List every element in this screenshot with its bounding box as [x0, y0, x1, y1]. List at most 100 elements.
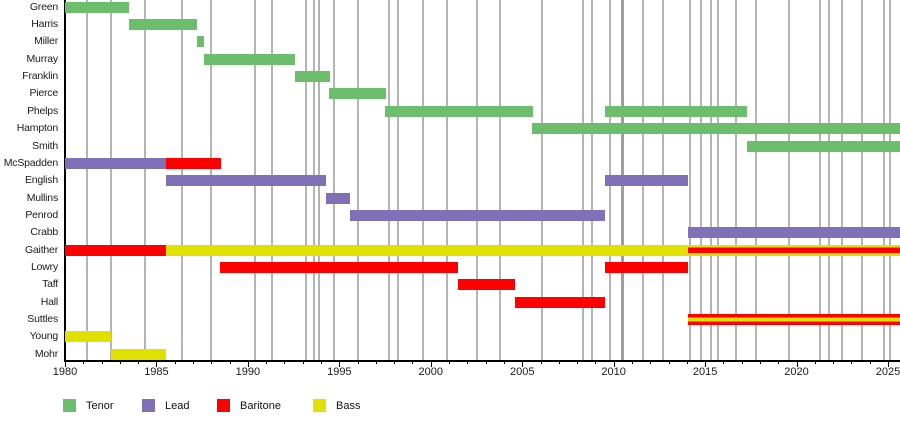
gridline — [735, 0, 738, 360]
x-axis-minor-tick — [851, 360, 853, 364]
x-axis-major-tick — [705, 360, 707, 367]
gridline — [475, 0, 478, 360]
x-axis-minor-tick — [833, 360, 835, 364]
x-axis-minor-tick — [650, 360, 652, 364]
bar-phelps-1 — [604, 105, 748, 117]
legend-label-lead: Lead — [165, 400, 190, 412]
x-axis-minor-tick — [631, 360, 633, 364]
legend-label-baritone: Baritone — [240, 400, 281, 412]
x-axis-minor-tick — [503, 360, 505, 364]
x-axis-tick-label: 1995 — [327, 366, 352, 378]
x-axis-minor-tick — [138, 360, 140, 364]
x-axis-major-tick — [796, 360, 798, 367]
x-axis-minor-tick — [412, 360, 414, 364]
gridline — [422, 0, 425, 360]
member-label-phelps: Phelps — [27, 104, 58, 117]
x-axis-major-tick — [430, 360, 432, 367]
legend-label-bass: Bass — [336, 400, 361, 412]
bar-miller-0 — [196, 36, 204, 48]
bar-green-0 — [65, 1, 129, 13]
x-axis-major-tick — [339, 360, 341, 367]
member-label-mohr: Mohr — [34, 347, 58, 360]
x-axis-minor-tick — [357, 360, 359, 364]
x-axis-minor-tick — [211, 360, 213, 364]
bar-phelps-0 — [385, 105, 534, 117]
gridline — [499, 0, 502, 360]
bar-lowry-0 — [220, 261, 459, 273]
x-axis-minor-tick — [449, 360, 451, 364]
x-axis-minor-tick — [83, 360, 85, 364]
x-axis-minor-tick — [266, 360, 268, 364]
gridline — [144, 0, 147, 360]
gridline — [888, 0, 891, 360]
bar-english-1 — [604, 175, 688, 187]
bar-gaither-1 — [165, 244, 688, 256]
member-label-miller: Miller — [34, 35, 58, 48]
x-axis-major-tick — [156, 360, 158, 367]
bar-taff-0 — [458, 279, 515, 291]
bar-mohr-0 — [110, 348, 166, 360]
member-label-harris: Harris — [31, 18, 58, 31]
gridline — [883, 0, 886, 360]
bar-mcspadden-1 — [165, 157, 222, 169]
member-label-pierce: Pierce — [29, 87, 58, 100]
legend-swatch-bass — [313, 399, 326, 412]
x-axis-line — [64, 360, 900, 362]
y-axis-line — [64, 0, 66, 360]
bar-harris-0 — [129, 19, 197, 31]
x-axis-tick-label: 2015 — [692, 366, 718, 378]
gridline — [819, 0, 822, 360]
legend-swatch-tenor — [63, 399, 76, 412]
member-label-taff: Taff — [42, 278, 58, 291]
x-axis-minor-tick — [119, 360, 121, 364]
legend-label-tenor: Tenor — [86, 400, 114, 412]
gridline — [396, 0, 399, 360]
x-axis-tick-label: 2005 — [509, 366, 535, 378]
bar-hall-0 — [514, 296, 605, 308]
x-axis-minor-tick — [193, 360, 195, 364]
gridline — [709, 0, 712, 360]
x-axis-minor-tick — [485, 360, 487, 364]
x-axis-minor-tick — [577, 360, 579, 364]
member-label-franklin: Franklin — [22, 70, 58, 83]
x-axis-minor-tick — [174, 360, 176, 364]
member-label-lowry: Lowry — [30, 260, 58, 273]
gridline — [541, 0, 544, 360]
x-axis-minor-tick — [558, 360, 560, 364]
gridline — [446, 0, 449, 360]
x-axis-major-tick — [65, 360, 66, 367]
x-axis-tick-label: 1980 — [52, 366, 78, 378]
member-label-crabb: Crabb — [30, 226, 58, 239]
x-axis-major-tick — [613, 360, 615, 367]
x-axis-minor-tick — [284, 360, 286, 364]
x-axis-minor-tick — [595, 360, 597, 364]
gridline — [356, 0, 359, 360]
bar-franklin-0 — [294, 71, 331, 83]
bar-hampton-0 — [532, 123, 900, 135]
x-axis-major-tick — [247, 360, 249, 367]
gridline — [85, 0, 88, 360]
x-axis-tick-label: 2025 — [875, 366, 900, 378]
x-axis-minor-tick — [302, 360, 304, 364]
x-axis-minor-tick — [394, 360, 396, 364]
bar-english-0 — [165, 175, 326, 187]
bar-young-0 — [65, 331, 111, 343]
x-axis-minor-tick — [375, 360, 377, 364]
member-label-green: Green — [29, 0, 58, 13]
x-axis-minor-tick — [668, 360, 670, 364]
x-axis-minor-tick — [759, 360, 761, 364]
bar-gaither-0 — [65, 244, 166, 256]
bar-gaither-2 — [687, 244, 900, 256]
gridline — [581, 0, 584, 360]
x-axis-minor-tick — [540, 360, 542, 364]
member-label-young: Young — [29, 330, 59, 343]
gridline — [109, 0, 112, 360]
gridline — [788, 0, 791, 360]
gridline — [700, 0, 703, 360]
x-axis-minor-tick — [686, 360, 688, 364]
bar-pierce-0 — [329, 88, 386, 100]
gridline — [861, 0, 864, 360]
legend-swatch-lead — [142, 399, 155, 412]
member-label-smith: Smith — [32, 139, 58, 152]
x-axis-tick-label: 2010 — [601, 366, 626, 378]
